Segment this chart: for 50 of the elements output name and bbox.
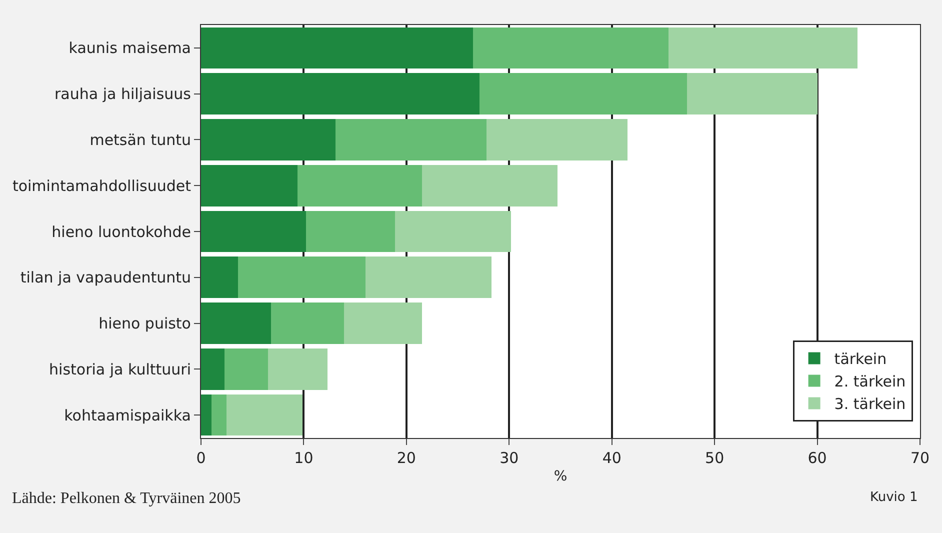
bar xyxy=(201,256,238,298)
x-tick-label: 40 xyxy=(602,449,622,467)
bar xyxy=(336,119,487,160)
legend-label: 2. tärkein xyxy=(834,372,906,391)
bar xyxy=(422,164,558,206)
x-tick-label: 10 xyxy=(294,449,314,467)
bar xyxy=(268,348,328,390)
y-tick-label: kohtaamispaikka xyxy=(64,406,191,424)
text: Lähde: Pelkonen & Tyrväinen 2005 xyxy=(12,490,241,507)
bar xyxy=(201,348,225,390)
bar xyxy=(201,73,480,114)
bar xyxy=(201,119,336,160)
bar xyxy=(201,210,306,252)
bar xyxy=(224,348,268,390)
bar xyxy=(473,27,668,69)
y-tick-label: hieno puisto xyxy=(98,314,191,333)
legend-label: 3. tärkein xyxy=(834,395,906,414)
text: Kuvio 1 xyxy=(870,490,918,505)
y-tick-label: tilan ja vapaudentuntu xyxy=(20,268,191,287)
y-tick-label: kaunis maisema xyxy=(68,39,191,58)
bar xyxy=(201,27,474,69)
bar xyxy=(226,394,303,436)
x-tick-label: 30 xyxy=(500,449,519,467)
y-tick-label: toimintamahdollisuudet xyxy=(12,176,192,195)
bar xyxy=(201,302,271,344)
y-tick-label: metsän tuntu xyxy=(90,130,191,149)
bar xyxy=(211,394,227,436)
bar xyxy=(668,27,858,69)
bar xyxy=(365,256,492,298)
x-tick-label: 70 xyxy=(910,449,930,467)
bar xyxy=(201,394,212,436)
bar xyxy=(298,164,422,206)
bar xyxy=(686,73,818,114)
x-axis-title: % xyxy=(554,468,568,484)
y-tick-label: rauha ja hiljaisuus xyxy=(54,85,192,104)
x-tick-label: 20 xyxy=(396,449,416,467)
y-tick-label: hieno luontokohde xyxy=(52,222,191,241)
x-tick-label: 0 xyxy=(196,449,206,467)
bar xyxy=(238,256,366,298)
bar xyxy=(270,302,344,344)
x-tick-label: 60 xyxy=(808,449,827,467)
bar xyxy=(486,119,628,160)
y-tick-label: historia ja kulttuuri xyxy=(49,360,191,378)
bar xyxy=(344,302,422,344)
legend-label: tärkein xyxy=(834,350,887,368)
bar xyxy=(395,210,512,252)
bar xyxy=(306,210,396,252)
bar xyxy=(201,164,298,206)
x-tick-label: 50 xyxy=(705,449,724,467)
bar xyxy=(479,73,687,114)
